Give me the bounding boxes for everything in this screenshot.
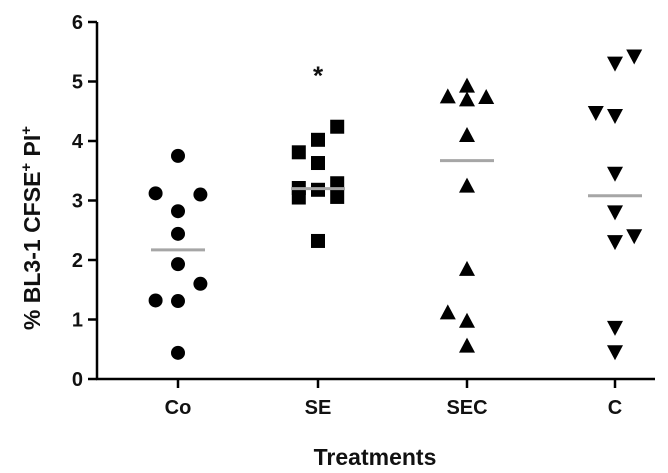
data-point-co: [171, 226, 185, 241]
data-point-c: [607, 345, 623, 361]
y-tick-label: 2: [72, 250, 83, 272]
x-tick-label: C: [608, 397, 622, 419]
data-point-c: [607, 235, 623, 251]
x-tick-label: SE: [305, 397, 332, 419]
data-point-se: [330, 189, 345, 204]
y-axis-title-base: % BL3-1 CFSE: [19, 172, 45, 330]
significance-asterisk: *: [313, 61, 324, 91]
data-point-se: [311, 156, 325, 171]
data-point-sec: [478, 88, 495, 104]
data-point-co: [171, 257, 185, 272]
data-point-co: [148, 293, 163, 308]
x-axis-title: Treatments: [314, 444, 437, 470]
data-point-co: [193, 187, 208, 202]
data-point-c: [607, 109, 623, 125]
data-point-co: [148, 186, 163, 201]
data-point-se: [291, 145, 306, 160]
data-point-c: [626, 49, 643, 65]
data-point-co: [193, 276, 208, 291]
data-point-c: [626, 229, 643, 245]
y-tick-label: 1: [72, 310, 83, 332]
data-point-c: [607, 166, 623, 182]
x-tick-label: Co: [165, 397, 192, 419]
y-tick-label: 5: [72, 72, 83, 94]
data-point-se: [311, 233, 325, 248]
data-point-co: [171, 204, 185, 219]
y-tick-label: 3: [72, 191, 83, 213]
y-axis-title-sup1: +: [18, 163, 35, 172]
data-point-c: [607, 320, 623, 336]
data-point-c: [607, 205, 623, 221]
data-point-co: [171, 148, 185, 163]
data-point-sec: [459, 77, 475, 93]
y-axis-title-mid: PI: [19, 135, 45, 163]
y-tick-label: 4: [72, 131, 84, 153]
data-point-c: [607, 56, 623, 72]
data-point-co: [171, 345, 185, 360]
x-tick-label: SEC: [446, 397, 487, 419]
data-point-se: [330, 176, 345, 191]
y-tick-label: 6: [72, 12, 83, 34]
data-point-sec: [459, 337, 475, 353]
data-point-se: [311, 132, 325, 147]
data-point-c: [587, 106, 604, 122]
y-tick-label: 0: [72, 369, 83, 391]
data-point-sec: [459, 127, 475, 143]
y-axis-title: % BL3-1 CFSE+ PI+: [18, 126, 45, 330]
data-point-sec: [459, 260, 475, 276]
data-point-sec: [459, 177, 475, 193]
data-point-co: [171, 294, 185, 309]
data-point-sec: [459, 312, 475, 328]
axes: 0 1 2 3 4 5 6 Co SE SEC C: [72, 12, 655, 419]
data-point-sec: [439, 88, 456, 104]
y-axis-title-sup2: +: [18, 126, 35, 135]
data-marks: *: [148, 49, 643, 361]
data-point-se: [330, 119, 345, 134]
data-point-sec: [439, 304, 456, 320]
data-point-se: [291, 190, 306, 205]
data-point-sec: [459, 91, 475, 107]
